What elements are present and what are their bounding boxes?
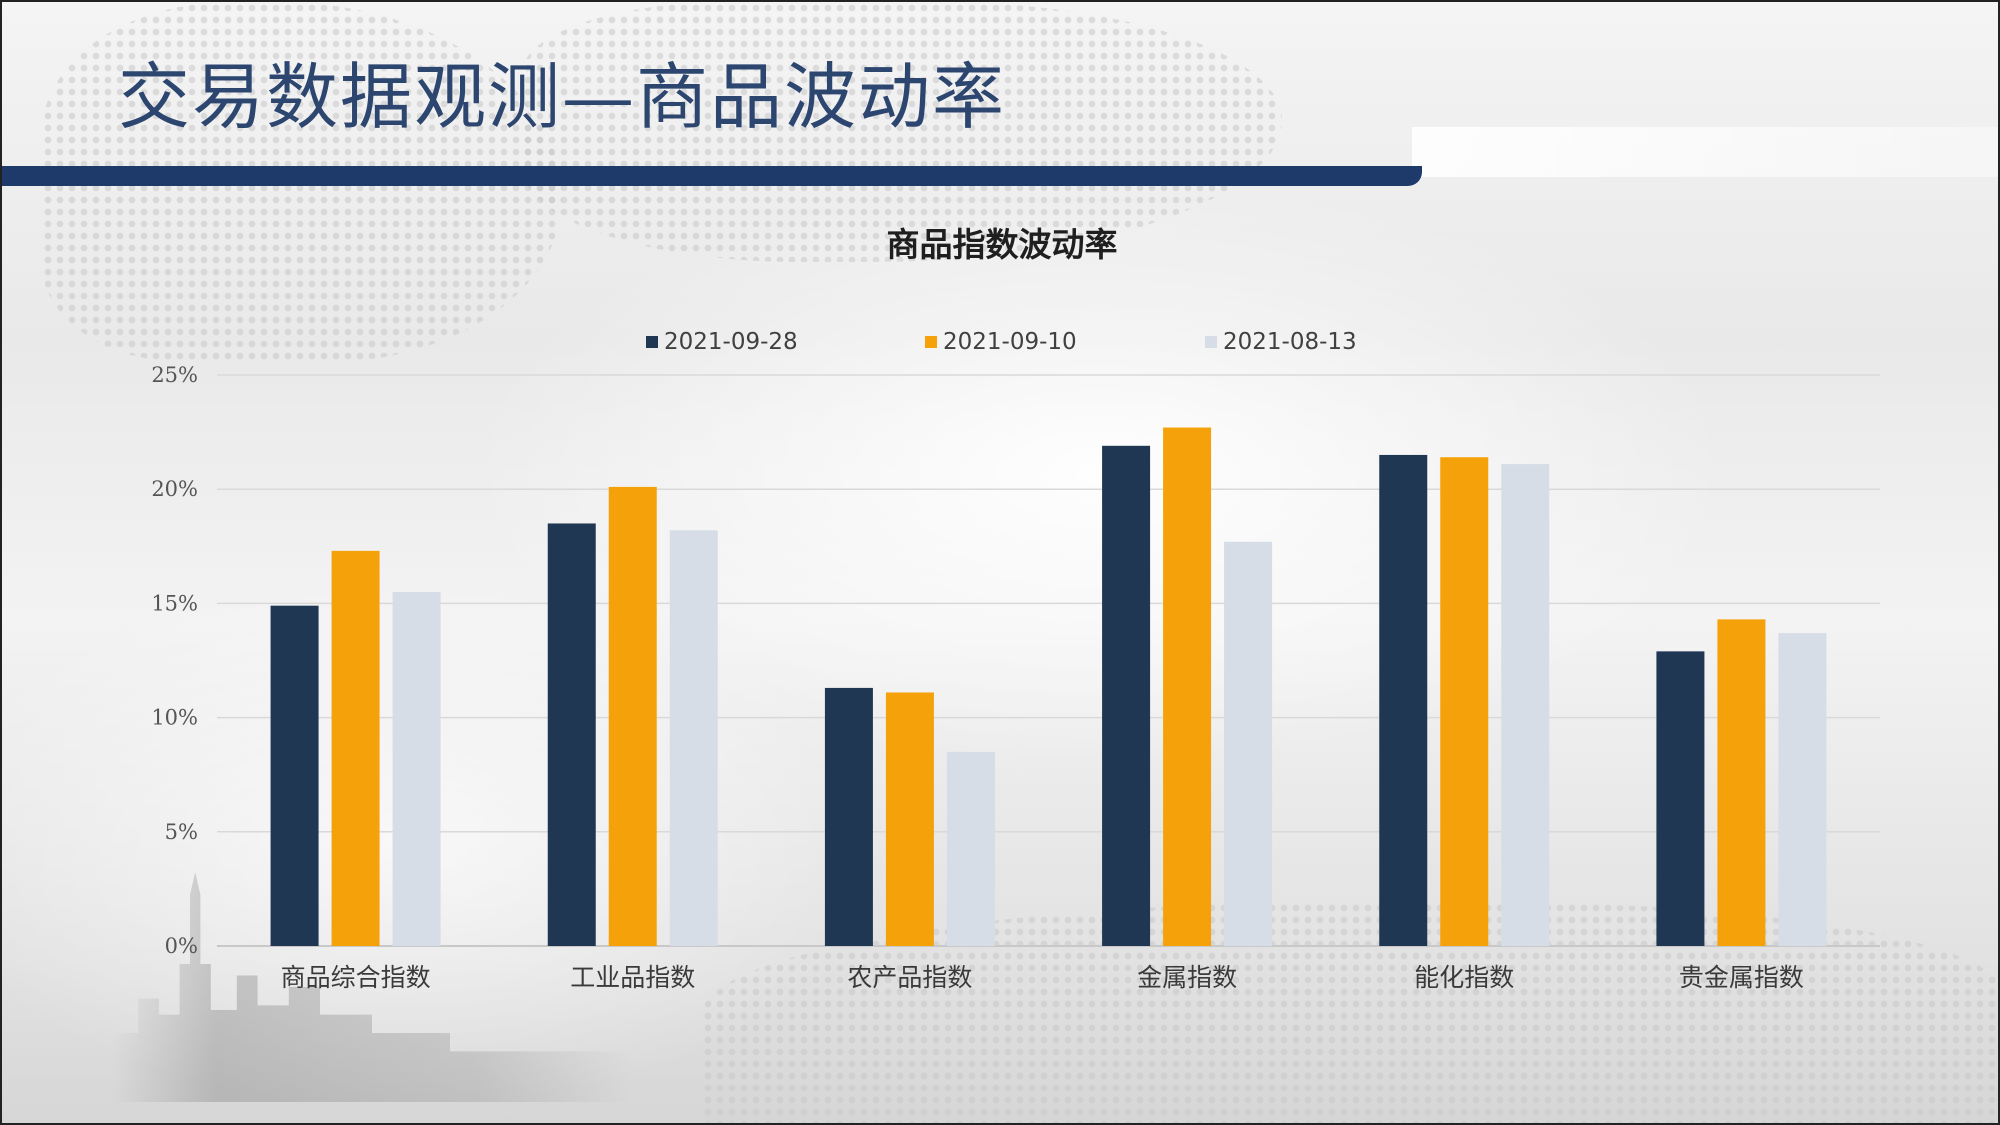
bar-series-1 <box>1379 454 1428 946</box>
x-category-label: 农产品指数 <box>847 963 972 992</box>
x-category-label: 贵金属指数 <box>1679 963 1804 992</box>
bar-series-2 <box>1717 619 1766 946</box>
bar-series-2 <box>608 486 657 946</box>
y-tick-label: 25% <box>151 363 198 387</box>
bar-series-3 <box>946 751 995 946</box>
slide-title: 交易数据观测—商品波动率 <box>118 55 1007 139</box>
bar-series-3 <box>1778 633 1827 946</box>
title-underline-bar <box>2 166 1422 186</box>
bar-series-1 <box>824 687 873 946</box>
world-map-dots-center <box>522 2 1282 262</box>
chart-title: 商品指数波动率 <box>886 225 1118 264</box>
bar-series-1 <box>1656 651 1705 946</box>
y-tick-label: 0% <box>165 934 198 958</box>
legend-label-series-3: 2021-08-13 <box>1223 329 1357 355</box>
bar-series-3 <box>392 591 441 946</box>
y-tick-label: 15% <box>151 591 198 615</box>
legend-item-series-2: 2021-09-10 <box>925 324 1077 360</box>
x-category-label: 能化指数 <box>1414 963 1514 992</box>
chart-legend: 2021-09-28 2021-09-10 2021-08-13 <box>2 324 1998 360</box>
bar-series-3 <box>1501 464 1550 946</box>
bar-series-2 <box>1163 427 1212 947</box>
x-category-label: 金属指数 <box>1137 963 1237 992</box>
bar-series-1 <box>547 523 596 946</box>
bar-series-2 <box>331 550 380 946</box>
y-tick-label: 10% <box>151 706 198 730</box>
bar-series-2 <box>885 692 934 946</box>
bar-series-1 <box>1102 445 1151 946</box>
x-category-label: 工业品指数 <box>570 963 695 992</box>
y-tick-label: 5% <box>165 820 198 844</box>
legend-swatch-series-2 <box>925 336 937 348</box>
legend-item-series-3: 2021-08-13 <box>1205 324 1357 360</box>
legend-swatch-series-1 <box>646 336 658 348</box>
title-bar-highlight <box>1412 127 1998 177</box>
legend-swatch-series-3 <box>1205 336 1217 348</box>
legend-label-series-1: 2021-09-28 <box>664 329 798 355</box>
bar-series-1 <box>270 605 319 946</box>
bar-series-3 <box>1224 541 1273 946</box>
y-tick-label: 20% <box>151 477 198 501</box>
x-category-label: 商品综合指数 <box>281 963 431 992</box>
bar-series-3 <box>669 530 718 946</box>
bar-series-2 <box>1440 457 1489 946</box>
legend-label-series-2: 2021-09-10 <box>943 329 1077 355</box>
legend-item-series-1: 2021-09-28 <box>646 324 798 360</box>
